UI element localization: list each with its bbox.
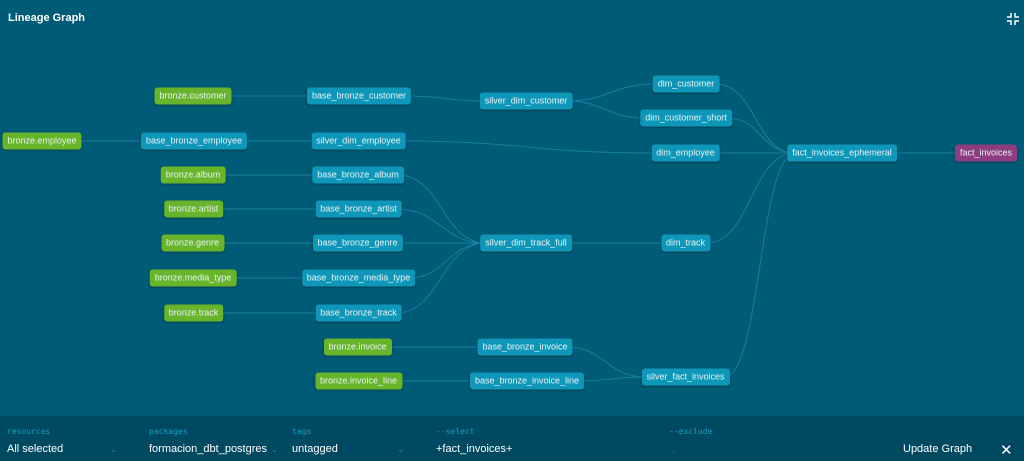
close-icon[interactable]: ✕ — [1000, 442, 1013, 459]
graph-node[interactable]: silver_fact_invoices — [641, 368, 730, 386]
graph-node[interactable]: bronze.invoice_line — [314, 372, 403, 390]
graph-edge — [395, 208, 487, 244]
graph-edge — [565, 346, 647, 378]
graph-node[interactable]: silver_dim_track_full — [480, 234, 572, 252]
graph-node[interactable]: bronze.album — [160, 166, 226, 184]
graph-edge — [715, 83, 796, 154]
collapse-icon[interactable] — [1006, 12, 1020, 26]
graph-edge — [724, 152, 796, 378]
graph-edge — [726, 117, 796, 154]
exclude-label: --exclude — [669, 427, 713, 436]
graph-edge — [407, 242, 487, 279]
graph-node[interactable]: base_bronze_employee — [140, 132, 248, 150]
graph-node[interactable]: bronze.employee — [2, 132, 82, 150]
graph-node[interactable]: dim_customer — [652, 75, 720, 93]
chevron-down-icon[interactable]: ⌄ — [271, 444, 278, 454]
graph-node[interactable]: fact_invoices — [954, 144, 1018, 162]
exclude-input[interactable]: ... — [669, 445, 676, 454]
graph-edge — [576, 376, 647, 382]
packages-dropdown[interactable]: formacion_dbt_postgres ⌄ — [149, 443, 278, 455]
resources-select[interactable]: All selected — [7, 443, 64, 455]
select-input[interactable]: +fact_invoices+ — [436, 443, 513, 455]
packages-select[interactable]: formacion_dbt_postgres — [149, 443, 268, 455]
graph-node[interactable]: dim_track — [660, 234, 711, 252]
graph-node[interactable]: base_bronze_genre — [312, 234, 403, 252]
graph-node[interactable]: base_bronze_album — [312, 166, 404, 184]
graph-node[interactable]: bronze.customer — [154, 87, 232, 105]
tags-label: tags — [292, 427, 312, 436]
graph-edge — [565, 100, 646, 119]
graph-edge — [706, 152, 796, 244]
graph-edge — [398, 140, 656, 154]
graph-node[interactable]: dim_employee — [651, 144, 720, 162]
graph-node[interactable]: base_bronze_invoice_line — [469, 372, 585, 390]
graph-node[interactable]: fact_invoices_ephemeral — [787, 144, 897, 162]
graph-node[interactable]: bronze.invoice — [323, 338, 392, 356]
filter-bar: resources All selected ⌄ packages formac… — [0, 416, 1024, 461]
graph-node[interactable]: bronze.track — [163, 304, 224, 322]
graph-edge — [404, 95, 487, 102]
graph-node[interactable]: bronze.genre — [160, 234, 225, 252]
graph-node[interactable]: silver_dim_employee — [311, 132, 406, 150]
update-graph-button[interactable]: Update Graph — [903, 443, 973, 455]
tags-select[interactable]: untagged — [292, 443, 338, 455]
packages-label: packages — [149, 427, 188, 436]
select-label: --select — [436, 427, 475, 436]
graph-edge — [565, 83, 657, 102]
tags-dropdown[interactable]: untagged ⌄ — [292, 443, 404, 455]
graph-node[interactable]: silver_dim_customer — [479, 92, 573, 110]
graph-node[interactable]: base_bronze_invoice — [477, 338, 573, 356]
graph-node[interactable]: base_bronze_media_type — [301, 269, 416, 287]
graph-node[interactable]: base_bronze_track — [315, 304, 402, 322]
page-title: Lineage Graph — [8, 12, 86, 24]
resources-label: resources — [7, 427, 51, 436]
graph-node[interactable]: bronze.artist — [163, 200, 224, 218]
resources-dropdown[interactable]: All selected ⌄ — [7, 443, 117, 455]
graph-node[interactable]: bronze.media_type — [149, 269, 237, 287]
chevron-down-icon[interactable]: ⌄ — [397, 444, 404, 454]
graph-edge — [397, 174, 487, 244]
graph-node[interactable]: base_bronze_customer — [306, 87, 412, 105]
lineage-graph-edges — [75, 83, 959, 382]
graph-edge — [395, 242, 487, 314]
chevron-down-icon[interactable]: ⌄ — [110, 444, 117, 454]
graph-node[interactable]: base_bronze_artist — [315, 200, 402, 218]
graph-node[interactable]: dim_customer_short — [640, 109, 732, 127]
